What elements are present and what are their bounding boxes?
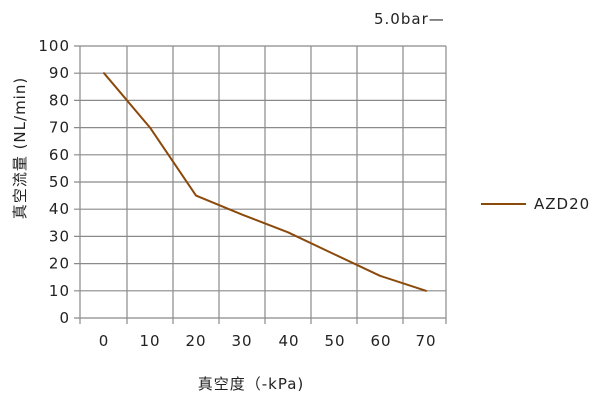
y-tick-label: 80	[49, 91, 70, 109]
y-tick-label: 30	[49, 227, 70, 245]
y-tick-label: 60	[49, 146, 70, 164]
x-axis-label: 真空度（-kPa)	[198, 375, 305, 393]
x-tick-label: 0	[99, 332, 110, 350]
x-tick-labels: 0 10 20 30 40 50 60 70	[99, 332, 436, 350]
y-tick-label: 70	[49, 119, 70, 137]
x-tick-label: 60	[370, 332, 391, 350]
x-tick-label: 10	[139, 332, 160, 350]
y-tick-label: 10	[49, 282, 70, 300]
x-tick-label: 50	[324, 332, 345, 350]
y-tick-label: 0	[59, 309, 70, 327]
x-tick-label: 20	[185, 332, 206, 350]
x-tick-label: 40	[278, 332, 299, 350]
x-tick-label: 70	[415, 332, 436, 350]
y-axis-label: 真空流量 (NL/min)	[11, 77, 29, 219]
y-tick-label: 100	[38, 37, 70, 55]
series-layer	[103, 72, 427, 292]
legend: AZD20	[481, 195, 590, 213]
y-tick-label: 90	[49, 64, 70, 82]
plot-grid	[74, 45, 447, 324]
x-tick-label: 30	[231, 332, 252, 350]
y-tick-label: 40	[49, 200, 70, 218]
legend-label-azd20: AZD20	[534, 195, 590, 213]
y-tick-label: 50	[49, 173, 70, 191]
y-tick-labels: 0 10 20 30 40 50 60 70 80 90 100	[38, 37, 70, 327]
chart-title: 5.0bar—	[374, 10, 445, 28]
y-tick-label: 20	[49, 255, 70, 273]
series-line-azd20	[103, 72, 427, 292]
